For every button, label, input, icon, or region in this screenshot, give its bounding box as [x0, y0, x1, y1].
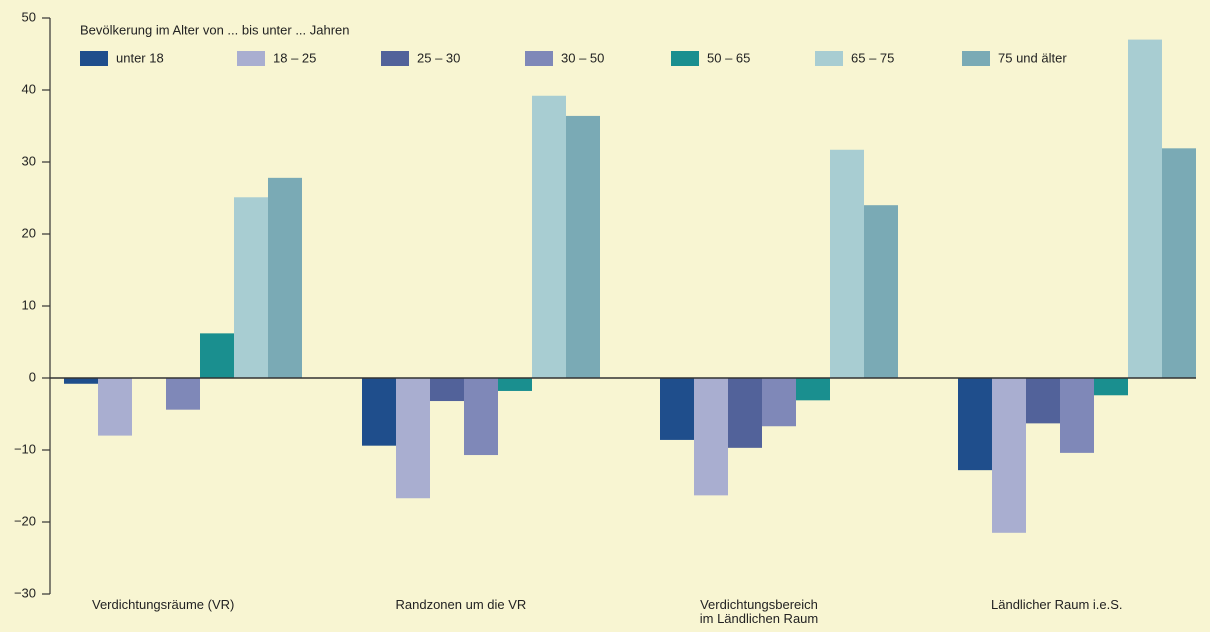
bar [268, 177, 302, 378]
legend-swatch [237, 51, 265, 66]
legend-label: 25 – 30 [417, 50, 460, 65]
y-tick-label: −10 [14, 441, 36, 456]
bar [396, 378, 430, 499]
bar [566, 115, 600, 379]
legend-label: 75 und älter [998, 50, 1067, 65]
legend-label: 30 – 50 [561, 50, 604, 65]
bar [362, 378, 396, 446]
bar [728, 378, 762, 448]
legend-swatch [525, 51, 553, 66]
bar [864, 205, 898, 378]
legend-title: Bevölkerung im Alter von ... bis unter .… [80, 22, 350, 37]
bar [1060, 378, 1094, 453]
legend-swatch [381, 51, 409, 66]
y-tick-label: −30 [14, 585, 36, 600]
bar [1026, 378, 1060, 424]
legend-label: 65 – 75 [851, 50, 894, 65]
y-tick-label: 40 [22, 81, 36, 96]
bar [762, 378, 796, 427]
bar [200, 333, 234, 378]
bar [430, 378, 464, 402]
x-tick-label: Randzonen um die VR [395, 597, 527, 612]
legend-label: 18 – 25 [273, 50, 316, 65]
bar [1162, 148, 1196, 378]
bar [992, 378, 1026, 533]
bar [532, 95, 566, 378]
bar [694, 378, 728, 496]
x-tick-label: Verdichtungsräume (VR) [92, 597, 235, 612]
y-tick-label: 10 [22, 297, 36, 312]
bar [64, 378, 98, 384]
y-tick-label: −20 [14, 513, 36, 528]
y-tick-label: 30 [22, 153, 36, 168]
bar [958, 378, 992, 471]
legend-swatch [671, 51, 699, 66]
bar [660, 378, 694, 440]
y-tick-label: 20 [22, 225, 36, 240]
y-tick-label: 50 [22, 9, 36, 24]
legend-swatch [80, 51, 108, 66]
bar [498, 378, 532, 391]
bar [830, 149, 864, 378]
x-tick-label: Ländlicher Raum i.e.S. [991, 597, 1123, 612]
bar [234, 197, 268, 378]
bar [796, 378, 830, 401]
bar [166, 378, 200, 410]
legend-swatch [962, 51, 990, 66]
legend-label: unter 18 [116, 50, 164, 65]
bar [1128, 39, 1162, 378]
legend-label: 50 – 65 [707, 50, 750, 65]
bar [1094, 378, 1128, 396]
bar [98, 378, 132, 436]
y-tick-label: 0 [29, 369, 36, 384]
legend-swatch [815, 51, 843, 66]
x-tick-label: Verdichtungsbereich im Ländlichen Raum [699, 597, 819, 626]
bar [464, 378, 498, 456]
